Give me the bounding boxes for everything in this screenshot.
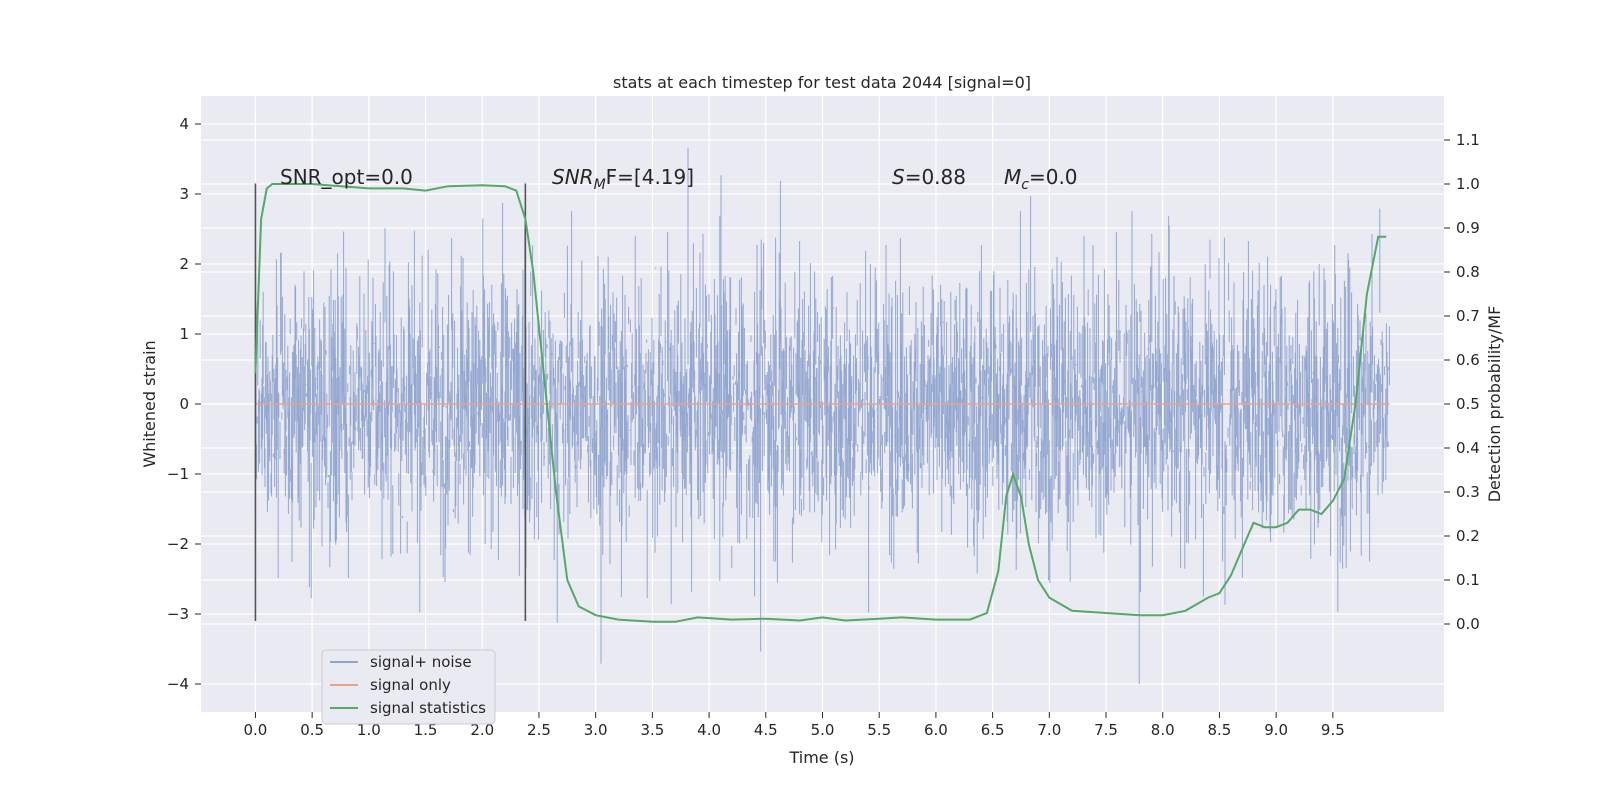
- y-left-tick-label: −4: [167, 675, 189, 693]
- x-tick-label: 5.0: [811, 721, 835, 739]
- y-left-tick-label: −3: [167, 605, 189, 623]
- y-left-tick-label: 0: [179, 395, 189, 413]
- y-left-tick-label: −2: [167, 535, 189, 553]
- legend-box: [321, 649, 496, 725]
- y-left-tick-label: 2: [179, 255, 189, 273]
- snr-mf-label: SNR: [552, 165, 594, 189]
- y-right-axis-label: Detection probability/MF: [1485, 306, 1504, 503]
- y-left-tick-label: 3: [179, 185, 189, 203]
- y-right-tick-label: 0.5: [1456, 395, 1480, 413]
- annotation-snr-opt: SNR_opt=0.0: [280, 165, 413, 189]
- y-right-ticks: 1.1 1.0 0.9 0.8 0.7 0.6 0.5 0.4 0.3 0.2 0.1 0.0: [1444, 131, 1480, 633]
- y-right-tick-label: 0.1: [1456, 571, 1480, 589]
- x-tick-label: 9.0: [1264, 721, 1288, 739]
- x-tick-label: 6.5: [981, 721, 1005, 739]
- chart-title: stats at each timestep for test data 204…: [613, 73, 1031, 92]
- x-tick-label: 0.0: [244, 721, 268, 739]
- x-tick-label: 7.5: [1094, 721, 1118, 739]
- x-tick-label: 3.0: [584, 721, 608, 739]
- y-left-tick-label: 1: [179, 325, 189, 343]
- s-value: =0.88: [905, 165, 966, 189]
- annotation-snr-mf: SNRMF=[4.19]: [552, 165, 694, 193]
- x-tick-label: 0.5: [300, 721, 324, 739]
- x-axis-label: Time (s): [788, 748, 854, 767]
- x-tick-label: 5.5: [867, 721, 891, 739]
- snr-mf-sub: M: [594, 177, 606, 193]
- annotation-s: S=0.88: [892, 165, 966, 189]
- y-left-axis-label: Whitened strain: [140, 340, 159, 467]
- x-tick-label: 7.0: [1037, 721, 1061, 739]
- y-right-tick-label: 1.0: [1456, 175, 1480, 193]
- y-right-tick-label: 0.6: [1456, 351, 1480, 369]
- annotation-mc: Mc=0.0: [1004, 165, 1078, 193]
- y-right-tick-label: 0.4: [1456, 439, 1480, 457]
- x-tick-label: 4.5: [754, 721, 778, 739]
- mc-label: M: [1004, 165, 1021, 189]
- y-right-tick-label: 0.8: [1456, 263, 1480, 281]
- x-tick-label: 6.0: [924, 721, 948, 739]
- y-right-tick-label: 0.3: [1456, 483, 1480, 501]
- mc-value: =0.0: [1029, 165, 1078, 189]
- y-left-ticks: 4 3 2 1 0 −1 −2 −3 −4: [167, 115, 201, 693]
- x-tick-label: 2.0: [470, 721, 494, 739]
- legend: signal+ noise signal only signal statist…: [321, 649, 496, 725]
- x-tick-label: 3.5: [640, 721, 664, 739]
- legend-label-stats: signal statistics: [370, 699, 486, 717]
- vertical-markers: [254, 183, 527, 621]
- y-left-tick-label: 4: [179, 115, 189, 133]
- x-tick-label: 1.0: [357, 721, 381, 739]
- x-tick-label: 4.0: [697, 721, 721, 739]
- y-right-tick-label: 0.2: [1456, 527, 1480, 545]
- legend-label-signal: signal only: [370, 676, 451, 694]
- y-right-tick-label: 0.9: [1456, 219, 1480, 237]
- s-label: S: [892, 165, 905, 189]
- legend-label-noise: signal+ noise: [370, 653, 472, 671]
- x-tick-label: 1.5: [414, 721, 438, 739]
- x-tick-label: 8.5: [1208, 721, 1232, 739]
- x-tick-label: 2.5: [527, 721, 551, 739]
- y-right-tick-label: 1.1: [1456, 131, 1480, 149]
- y-left-tick-label: −1: [167, 465, 189, 483]
- x-ticks: 0.0 0.5 1.0 1.5 2.0 2.5 3.0 3.5 4.0 4.5 5.0 5.5 6.0 6…: [244, 712, 1345, 739]
- y-right-tick-label: 0.7: [1456, 307, 1480, 325]
- snr-mf-rest: F=[4.19]: [606, 165, 694, 189]
- mc-sub: c: [1021, 177, 1029, 193]
- signal-statistics-line: [254, 183, 1387, 623]
- x-tick-label: 8.0: [1151, 721, 1175, 739]
- x-tick-label: 9.5: [1321, 721, 1345, 739]
- y-right-tick-label: 0.0: [1456, 615, 1480, 633]
